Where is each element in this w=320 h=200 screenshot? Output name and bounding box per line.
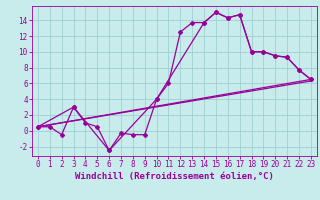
X-axis label: Windchill (Refroidissement éolien,°C): Windchill (Refroidissement éolien,°C): [75, 172, 274, 181]
